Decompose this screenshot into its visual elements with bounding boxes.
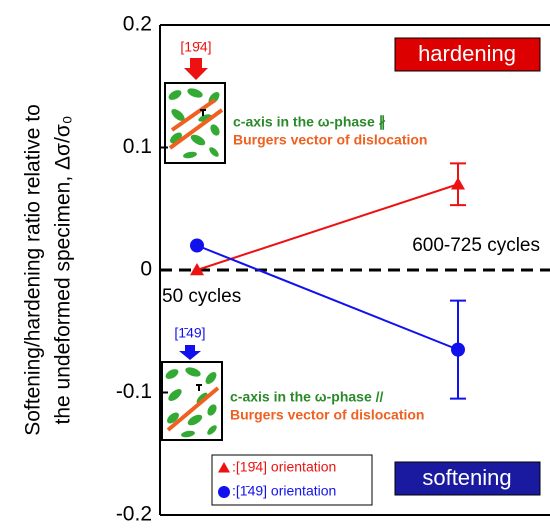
chart: Softening/hardening ratio relative to th… bbox=[0, 0, 550, 527]
annotation: 600-725 cycles bbox=[412, 235, 540, 256]
data-point bbox=[451, 177, 465, 189]
legend-label: :[19̄4] orientation bbox=[232, 459, 336, 475]
y-tick-label: -0.2 bbox=[116, 503, 152, 526]
inset-arrow bbox=[179, 345, 201, 360]
y-axis-label: Softening/hardening ratio relative to bbox=[22, 104, 45, 436]
inset-direction: [1̄49] bbox=[174, 325, 205, 341]
legend-label: :[1̄49] orientation bbox=[232, 483, 336, 499]
series-line bbox=[197, 184, 458, 270]
inset-burgers: Burgers vector of dislocation bbox=[233, 132, 427, 148]
inset-direction: [19̄4] bbox=[180, 39, 211, 55]
inset-burgers: Burgers vector of dislocation bbox=[230, 407, 424, 423]
data-point bbox=[218, 486, 230, 498]
inset-c-axis: c-axis in the ω-phase // bbox=[230, 389, 384, 405]
y-tick-label: -0.1 bbox=[116, 380, 152, 403]
inset-arrow bbox=[184, 58, 208, 80]
y-tick-label: 0.2 bbox=[123, 13, 152, 36]
inset-image bbox=[165, 83, 225, 163]
data-point bbox=[190, 239, 204, 253]
hardening-label: hardening bbox=[418, 41, 516, 66]
y-tick-label: 0 bbox=[140, 258, 152, 281]
softening-label: softening bbox=[422, 465, 511, 490]
inset-image bbox=[162, 362, 222, 440]
y-tick-label: 0.1 bbox=[123, 135, 152, 158]
inset-c-axis: c-axis in the ω-phase ∦ bbox=[233, 114, 386, 131]
y-axis-label: the undeformed specimen, Δσ/σ₀ bbox=[52, 116, 75, 425]
data-point bbox=[451, 343, 465, 357]
annotation: 50 cycles bbox=[162, 286, 241, 307]
